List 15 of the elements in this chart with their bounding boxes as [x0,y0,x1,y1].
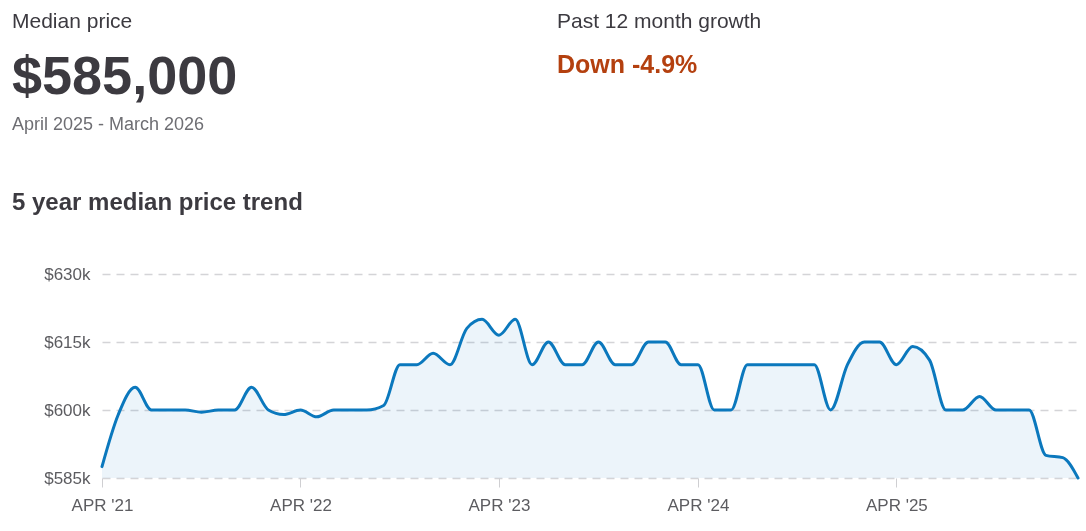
text: Median price [12,9,133,32]
text: April 2025 - March 2026 [12,114,205,134]
x-tick-label: APR '25 [865,495,928,515]
chart-title: 5 year median price trend [12,188,303,215]
x-tick-label: APR '23 [468,495,531,515]
x-tick-label: APR '21 [71,495,134,515]
y-tick-label: $585k [44,468,91,488]
text: $585,000 [12,45,238,105]
text: Past 12 month growth [557,9,762,32]
y-tick-label: $600k [44,400,91,420]
x-tick-label: APR '24 [667,495,730,515]
x-tick-label: APR '22 [270,495,332,515]
y-tick-label: $615k [44,332,91,352]
text: Down -4.9% [557,50,698,78]
y-tick-label: $630k [44,264,91,284]
